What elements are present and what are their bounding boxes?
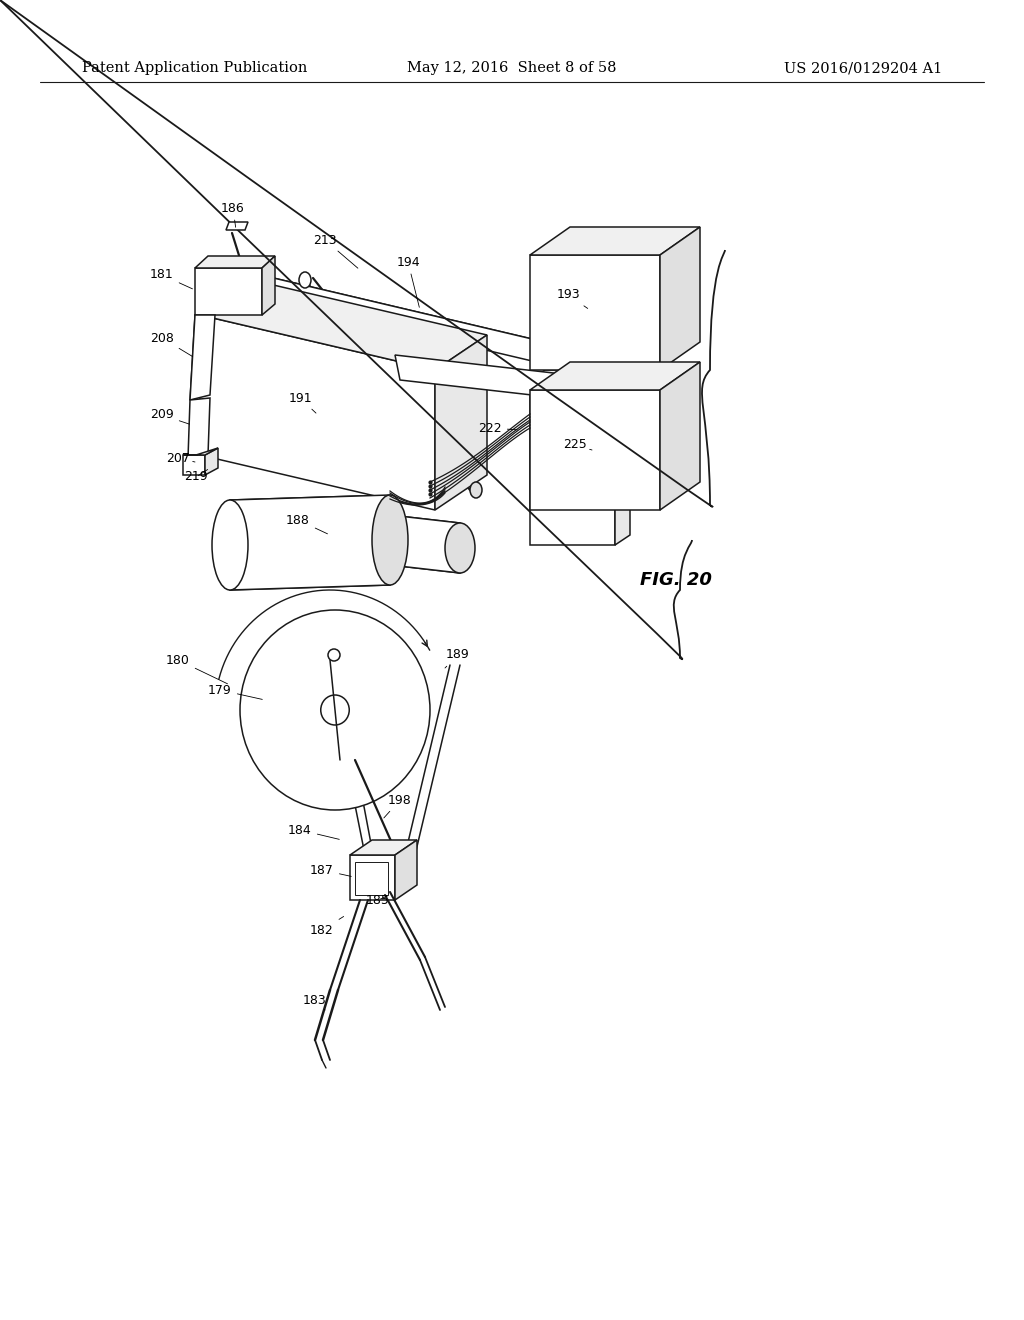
Text: 198: 198: [384, 793, 412, 818]
Text: 209: 209: [151, 408, 189, 424]
Polygon shape: [200, 315, 435, 510]
Text: 189: 189: [445, 648, 470, 668]
Ellipse shape: [321, 696, 349, 725]
Polygon shape: [205, 447, 218, 475]
Text: 182: 182: [310, 916, 344, 936]
Text: May 12, 2016  Sheet 8 of 58: May 12, 2016 Sheet 8 of 58: [408, 61, 616, 75]
Text: US 2016/0129204 A1: US 2016/0129204 A1: [783, 61, 942, 75]
Text: Patent Application Publication: Patent Application Publication: [82, 61, 307, 75]
Text: 194: 194: [396, 256, 420, 308]
Polygon shape: [262, 256, 275, 315]
Polygon shape: [248, 272, 612, 363]
Polygon shape: [350, 855, 395, 900]
Text: 219: 219: [184, 470, 208, 483]
Polygon shape: [195, 256, 275, 268]
Polygon shape: [188, 399, 210, 458]
Text: 188: 188: [286, 513, 328, 533]
Polygon shape: [435, 335, 487, 510]
Polygon shape: [183, 455, 205, 475]
Text: 213: 213: [313, 234, 358, 268]
Ellipse shape: [212, 500, 248, 590]
Ellipse shape: [445, 523, 475, 573]
Ellipse shape: [328, 649, 340, 661]
Polygon shape: [660, 362, 700, 510]
Polygon shape: [530, 389, 660, 510]
Text: 222: 222: [478, 421, 517, 434]
Text: 185: 185: [366, 894, 390, 907]
Polygon shape: [615, 370, 630, 545]
Ellipse shape: [372, 495, 408, 585]
Polygon shape: [660, 227, 700, 370]
Ellipse shape: [299, 272, 311, 288]
Text: 183: 183: [303, 994, 327, 1010]
Text: 180: 180: [166, 653, 227, 684]
Polygon shape: [530, 370, 630, 380]
Polygon shape: [226, 222, 248, 230]
Polygon shape: [248, 272, 600, 378]
Polygon shape: [530, 255, 660, 370]
Polygon shape: [200, 280, 487, 370]
Polygon shape: [530, 362, 700, 389]
Ellipse shape: [470, 482, 482, 498]
Text: 225: 225: [563, 438, 592, 451]
Text: 191: 191: [288, 392, 316, 413]
Polygon shape: [183, 447, 218, 455]
Text: FIG. 20: FIG. 20: [640, 572, 712, 589]
Text: 184: 184: [288, 824, 339, 840]
Text: 193: 193: [556, 289, 588, 309]
Polygon shape: [530, 380, 615, 545]
Text: 208: 208: [151, 331, 193, 356]
Polygon shape: [195, 268, 262, 315]
Polygon shape: [248, 272, 260, 302]
Text: 186: 186: [221, 202, 245, 227]
Polygon shape: [395, 355, 620, 405]
Text: 187: 187: [310, 863, 351, 876]
Polygon shape: [530, 227, 700, 255]
Ellipse shape: [240, 610, 430, 810]
Polygon shape: [230, 495, 390, 590]
Polygon shape: [190, 315, 215, 400]
Polygon shape: [350, 840, 417, 855]
Text: 179: 179: [208, 684, 262, 700]
Polygon shape: [390, 515, 460, 573]
Polygon shape: [395, 840, 417, 900]
Text: 207: 207: [166, 451, 195, 465]
Text: 181: 181: [151, 268, 193, 289]
